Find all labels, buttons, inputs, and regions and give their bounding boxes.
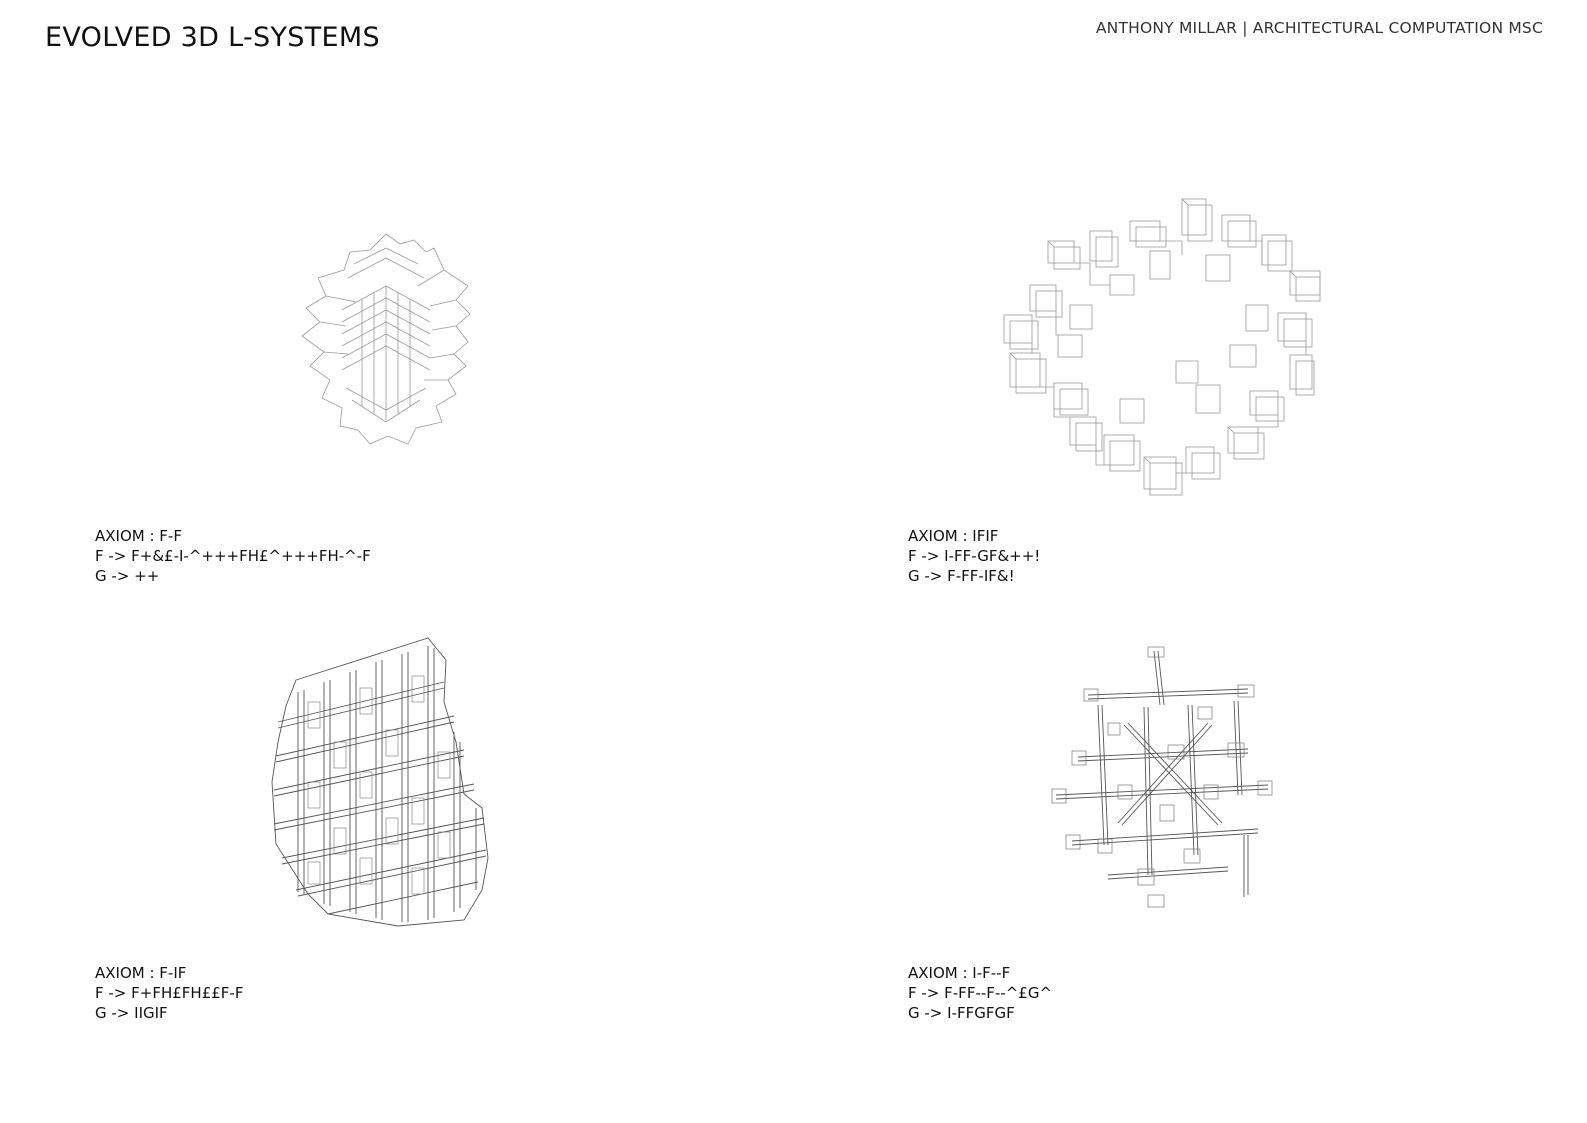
rule-g-text: G -> I-FFGFGF xyxy=(908,1004,1015,1022)
rule-g-text: G -> ++ xyxy=(95,567,160,585)
lsystem-rules-1: AXIOM : F-F F -> F+&£-I-^+++FH£^+++FH-^-… xyxy=(95,526,371,586)
rule-f-text: F -> F-FF--F--^£G^ xyxy=(908,984,1053,1002)
axiom-text: AXIOM : F-IF xyxy=(95,964,187,982)
axiom-text: AXIOM : IFIF xyxy=(908,527,999,545)
rule-f-text: F -> F+&£-I-^+++FH£^+++FH-^-F xyxy=(95,547,371,565)
rule-g-text: G -> IIGIF xyxy=(95,1004,168,1022)
lsystem-rules-4: AXIOM : I-F--F F -> F-FF--F--^£G^ G -> I… xyxy=(908,963,1052,1023)
page-title: EVOLVED 3D L-SYSTEMS xyxy=(45,22,380,53)
rule-f-text: F -> I-FF-GF&++! xyxy=(908,547,1041,565)
author-credit: ANTHONY MILLAR | ARCHITECTURAL COMPUTATI… xyxy=(1095,19,1543,37)
rule-g-text: G -> F-FF-IF&! xyxy=(908,567,1015,585)
lsystem-rules-3: AXIOM : F-IF F -> F+FH£FH££F-F G -> IIGI… xyxy=(95,963,243,1023)
lsystem-rules-2: AXIOM : IFIF F -> I-FF-GF&++! G -> F-FF-… xyxy=(908,526,1040,586)
axiom-text: AXIOM : I-F--F xyxy=(908,964,1011,982)
lsystem-drawing-3 xyxy=(268,632,498,930)
lsystem-drawing-4 xyxy=(1048,645,1278,913)
lsystem-drawing-1 xyxy=(296,230,476,448)
lsystem-drawing-2 xyxy=(1000,195,1330,505)
rule-f-text: F -> F+FH£FH££F-F xyxy=(95,984,244,1002)
axiom-text: AXIOM : F-F xyxy=(95,527,182,545)
